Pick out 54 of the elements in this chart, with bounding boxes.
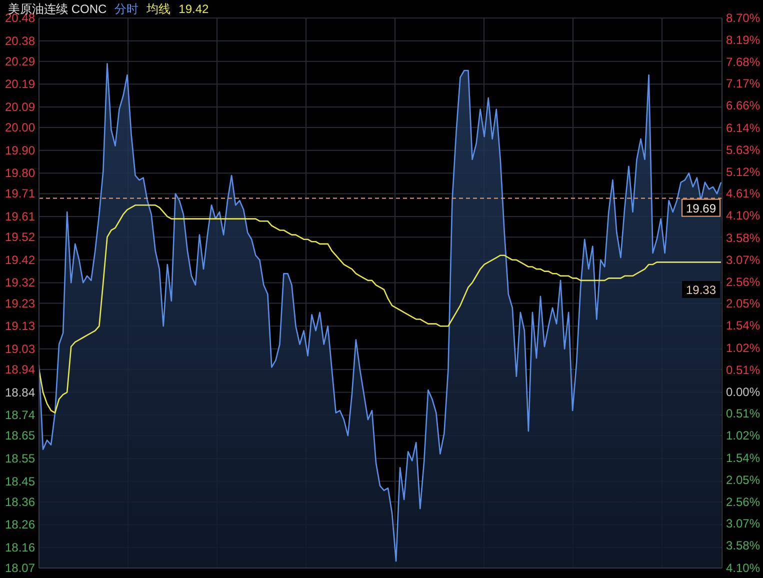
y2-tick-label: 2.56% [726,274,760,289]
y2-tick-label: 0.51% [726,362,760,377]
y-tick-label: 19.23 [4,296,36,310]
line-series [38,204,722,414]
y-tick-label: 18.94 [4,362,36,376]
y-tick-label: 18.65 [4,428,36,443]
y-tick-label: 18.45 [4,474,36,488]
y-tick-label: 19.61 [4,210,36,224]
y2-tick-label: 2.05% [726,472,760,487]
y2-tick-label: 3.07% [726,516,760,531]
y-tick-label: 20.29 [4,54,36,68]
y-tick-label: 20.00 [4,120,36,135]
y2-tick-label: 3.07% [726,252,760,267]
y2-tick-label: 2.05% [726,296,760,311]
y-tick-label: 19.71 [4,186,36,201]
y2-tick-label: 0.00% [726,384,760,399]
y2-tick-label: 7.68% [726,54,760,69]
y-tick-label: 20.19 [4,77,36,92]
y2-tick-label: 8.70% [726,11,760,25]
y2-tick-label: 1.02% [726,341,760,355]
y2-tick-label: 5.63% [726,142,760,157]
y2-tick-label: 3.58% [726,538,760,553]
y2-tick-label: 1.54% [726,318,760,333]
y-tick-label: 19.03 [4,342,36,356]
y2-tick-label: 1.54% [726,451,760,465]
y-tick-label: 18.74 [4,408,36,422]
y2-tick-label: 5.12% [726,164,760,179]
y2-tick-label: 4.10% [726,561,760,575]
y2-tick-label: 0.51% [726,406,760,421]
y-tick-label: 19.80 [4,166,36,180]
y2-tick-label: 4.10% [726,208,760,223]
y-tick-label: 19.13 [4,319,36,334]
y-tick-label: 20.38 [4,34,36,48]
y2-tick-label: 6.66% [726,98,760,113]
y2-tick-label: 7.17% [726,76,760,91]
y-tick-label: 18.36 [4,494,36,509]
y2-tick-label: 8.19% [726,32,760,47]
y-tick-label: 19.42 [4,252,36,267]
y2-tick-label: 3.58% [726,231,760,245]
y-tick-label: 18.07 [4,561,36,575]
y2-tick-label: 4.61% [726,186,760,201]
y2-tick-label: 1.02% [726,428,760,443]
y-tick-label: 18.26 [4,518,36,532]
y2-tick-label: 2.56% [726,494,760,509]
annotation: 19.33 [686,283,716,297]
y-tick-label: 18.84 [4,385,36,400]
y-tick-label: 19.32 [4,276,36,290]
y-tick-label: 18.16 [4,540,36,554]
y-tick-label: 18.55 [4,451,36,466]
y2-tick-label: 6.14% [726,121,760,135]
y-tick-label: 19.90 [4,143,36,158]
y-tick-label: 19.52 [4,230,36,244]
ref-line-label: 19.69 [686,201,716,216]
y-tick-label: 20.09 [4,100,36,114]
